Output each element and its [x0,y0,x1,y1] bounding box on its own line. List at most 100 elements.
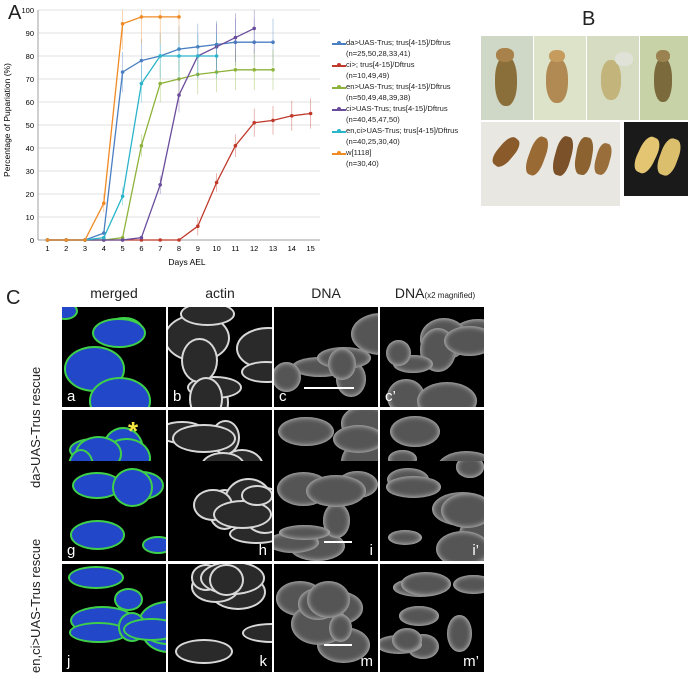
y-tick-label: 50 [26,121,34,130]
series-line [47,16,179,241]
pupae-photo [481,122,620,206]
series-line [47,27,255,241]
x-tick-label: 13 [269,244,277,253]
panel-sublabel: h [258,542,267,559]
x-tick-label: 3 [83,244,87,253]
egg-chamber [385,476,441,498]
egg-chamber [455,461,484,478]
legend-swatch [332,127,346,135]
series-3 [45,10,256,242]
panel-sublabel: m’ [463,653,479,670]
data-point [196,224,200,228]
x-axis-label: Days AEL [168,257,206,267]
legend-swatch [332,149,346,157]
data-point [271,118,275,123]
x-tick-label: 11 [232,244,240,253]
scale-bar [324,644,352,646]
scale-bar [304,387,354,389]
egg-chamber [212,500,272,530]
legend-entry: ci>; trus[4-15]/Dftrus (n=10,49,49) [332,60,458,81]
egg-chamber [141,535,166,554]
data-point [83,238,87,242]
data-point [252,120,256,125]
data-point [177,238,181,242]
data-point [233,35,238,40]
micrograph-dna: m [274,564,378,672]
legend-label: ci>; trus[4-15]/Dftrus (n=10,49,49) [346,60,415,80]
data-point [290,114,294,118]
data-point [139,58,144,63]
panel-sublabel: c’ [385,388,396,405]
data-point [233,68,238,72]
egg-chamber [400,572,452,597]
data-point [177,15,181,19]
data-point [214,180,219,185]
x-tick-label: 10 [212,244,220,253]
egg-chamber [67,565,124,590]
panel-sublabel: a [67,388,76,405]
legend-label: ci>UAS-Trus; trus[4-15]/Dftrus (n=40,45,4… [346,104,448,124]
y-tick-label: 20 [26,190,34,199]
egg-chamber [69,520,125,551]
x-tick-label: 8 [177,244,181,253]
egg-chamber [305,475,366,508]
x-tick-label: 7 [158,244,162,253]
x-tick-label: 5 [121,244,125,253]
row-label-en-ci-rescue: en,ci>UAS-Trus rescue [28,538,43,673]
legend-label: en,ci>UAS-Trus; trus[4-15]/Dftrus (n=40,2… [346,126,459,146]
data-point [120,22,125,26]
egg-chamber [417,381,478,407]
y-tick-label: 90 [26,29,34,38]
series-2 [45,49,275,242]
legend-label: da>UAS-Trus; trus[4-15]/Dftrus (n=25,50,2… [346,38,451,58]
egg-chamber [388,529,423,545]
chart-legend: da>UAS-Trus; trus[4-15]/Dftrus (n=25,50,2… [332,38,458,170]
x-tick-label: 2 [64,244,68,253]
x-tick-label: 4 [102,244,106,253]
egg-chamber [328,613,353,643]
micrograph-dna: i [274,461,378,561]
legend-entry: en,ci>UAS-Trus; trus[4-15]/Dftrus (n=40,2… [332,126,458,147]
egg-chamber [447,615,472,653]
col-header-dna: DNA [311,285,341,301]
panel-label-c: C [6,287,21,309]
egg-chamber [444,326,484,356]
adult-fly-photo-4 [640,36,688,120]
egg-chamber [452,574,484,595]
y-tick-label: 40 [26,144,34,153]
series-1 [45,98,313,242]
micrograph-dna: c [274,307,378,407]
legend-swatch [332,83,346,91]
adult-fly-photo-1 [481,36,533,120]
adult-fly-photo-2 [534,36,586,120]
legend-entry: da>UAS-Trus; trus[4-15]/Dftrus (n=25,50,2… [332,38,458,59]
data-point [158,81,162,86]
data-point [120,70,125,74]
data-point [45,238,50,242]
data-point [102,231,106,235]
egg-chamber [274,361,302,393]
panel-sublabel: k [259,653,268,670]
panel-sublabel: m [360,653,374,670]
data-point [214,54,219,58]
panel-sublabel: g [67,542,76,559]
data-point [252,26,256,31]
egg-chamber [209,564,244,596]
y-tick-label: 60 [26,98,34,107]
y-axis-label: Percentage of Pupariation (%) [2,63,12,177]
y-tick-label: 0 [30,236,34,245]
legend-entry: w[1118] (n=30,40) [332,148,458,169]
egg-chamber [188,377,223,407]
data-point [196,54,200,58]
col-header-magnification: (x2 magnified) [424,291,476,300]
panel-sublabel: b [173,388,182,405]
data-point [102,201,106,205]
egg-chamber [175,638,234,664]
data-point [271,40,275,44]
data-point [177,93,181,97]
scale-bar [324,541,352,543]
micrograph-actin: b [168,307,272,407]
col-header-dna-magnified-main: DNA [394,285,425,301]
micrograph-merged: a [62,307,166,407]
